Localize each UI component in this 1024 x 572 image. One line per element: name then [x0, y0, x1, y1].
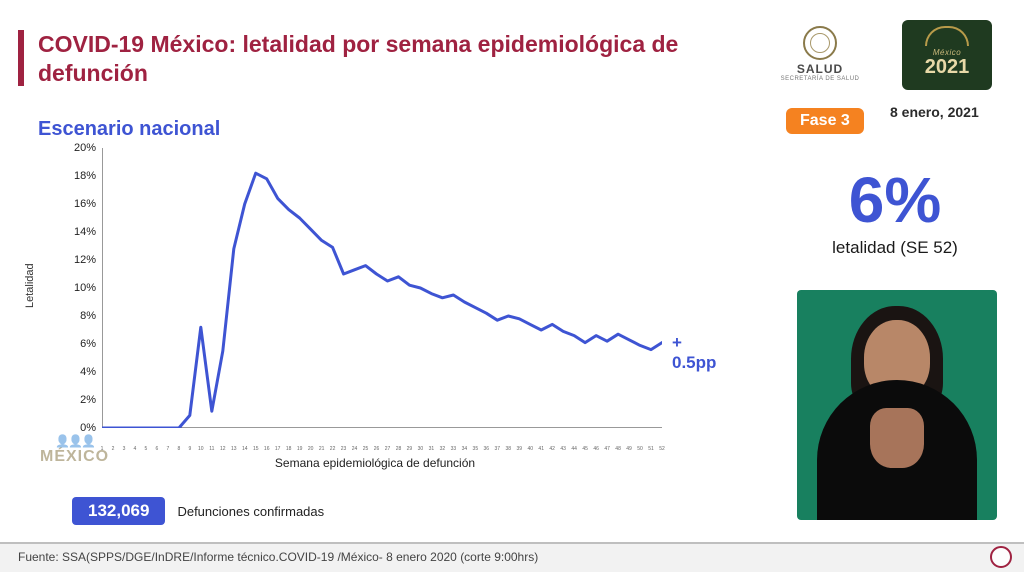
y-tick-label: 14%	[68, 226, 96, 238]
x-tick-label: 11	[209, 446, 214, 452]
y-tick-label: 6%	[68, 338, 96, 350]
page-title: COVID-19 México: letalidad por semana ep…	[38, 30, 698, 88]
x-tick-label: 28	[396, 446, 402, 452]
x-tick-label: 4	[134, 446, 137, 452]
delta-annotation: + 0.5pp	[672, 333, 720, 373]
x-tick-label: 15	[253, 446, 259, 452]
x-tick-label: 30	[418, 446, 424, 452]
mexico-2021-year: 2021	[902, 57, 992, 77]
x-tick-label: 20	[308, 446, 314, 452]
x-tick-label: 12	[220, 446, 226, 452]
y-tick-label: 4%	[68, 366, 96, 378]
lethality-chart: Letalidad Semana epidemiológica de defun…	[30, 148, 720, 488]
x-tick-label: 10	[198, 446, 204, 452]
x-tick-label: 51	[648, 446, 654, 452]
footer-source: Fuente: SSA(SPPS/DGE/InDRE/Informe técni…	[0, 542, 1024, 572]
x-tick-label: 52	[659, 446, 665, 452]
x-tick-label: 43	[560, 446, 566, 452]
x-tick-label: 8	[177, 446, 180, 452]
sign-language-panel	[797, 290, 997, 520]
y-tick-label: 2%	[68, 394, 96, 406]
watermark-text: MÉXICO	[40, 448, 109, 465]
x-tick-label: 3	[123, 446, 126, 452]
watermark-logo: 👤👤👤 MÉXICO	[40, 434, 109, 466]
x-tick-label: 13	[231, 446, 237, 452]
y-tick-label: 18%	[68, 170, 96, 182]
x-tick-label: 2	[112, 446, 115, 452]
headline-value: 6%	[800, 168, 990, 232]
salud-label: SALUD	[770, 62, 870, 76]
deaths-row: 132,069 Defunciones confirmadas	[72, 496, 324, 526]
x-tick-label: 16	[264, 446, 270, 452]
x-tick-label: 45	[582, 446, 588, 452]
headline-label: letalidad (SE 52)	[800, 238, 990, 258]
x-tick-label: 48	[615, 446, 621, 452]
x-tick-label: 18	[286, 446, 292, 452]
x-tick-label: 35	[473, 446, 479, 452]
x-tick-label: 25	[363, 446, 369, 452]
x-tick-label: 23	[341, 446, 347, 452]
x-tick-label: 37	[495, 446, 501, 452]
salud-logo: SALUD SECRETARÍA DE SALUD	[770, 26, 870, 82]
deaths-count: 132,069	[72, 497, 165, 525]
x-axis-title: Semana epidemiológica de defunción	[275, 456, 475, 470]
y-tick-label: 8%	[68, 310, 96, 322]
y-tick-label: 20%	[68, 142, 96, 154]
x-tick-label: 47	[604, 446, 610, 452]
gobierno-mexico-icon	[990, 546, 1012, 568]
x-tick-label: 41	[538, 446, 544, 452]
mexico-2021-logo: México 2021	[902, 20, 992, 90]
accent-bar	[18, 30, 24, 86]
x-tick-label: 21	[319, 446, 325, 452]
phase-badge: Fase 3	[786, 108, 864, 134]
salud-seal-icon	[803, 26, 837, 60]
x-tick-label: 14	[242, 446, 248, 452]
x-tick-label: 6	[156, 446, 159, 452]
x-tick-label: 39	[516, 446, 522, 452]
y-tick-label: 0%	[68, 422, 96, 434]
y-tick-label: 10%	[68, 282, 96, 294]
x-tick-label: 22	[330, 446, 336, 452]
deaths-label: Defunciones confirmadas	[177, 504, 324, 519]
date-label: 8 enero, 2021	[890, 104, 990, 121]
x-tick-label: 46	[593, 446, 599, 452]
x-tick-label: 44	[571, 446, 577, 452]
x-tick-label: 40	[527, 446, 533, 452]
x-tick-label: 38	[505, 446, 511, 452]
x-tick-label: 9	[188, 446, 191, 452]
y-tick-label: 16%	[68, 198, 96, 210]
x-tick-label: 26	[374, 446, 380, 452]
x-tick-label: 29	[407, 446, 413, 452]
headline-stat: 6% letalidad (SE 52)	[800, 168, 990, 258]
x-tick-label: 27	[385, 446, 391, 452]
x-tick-label: 1	[101, 446, 104, 452]
x-tick-label: 31	[429, 446, 435, 452]
x-tick-label: 7	[166, 446, 169, 452]
salud-sublabel: SECRETARÍA DE SALUD	[770, 76, 870, 82]
serpent-icon	[925, 26, 969, 46]
x-tick-label: 42	[549, 446, 555, 452]
x-tick-label: 5	[145, 446, 148, 452]
x-tick-label: 24	[352, 446, 358, 452]
x-tick-label: 50	[637, 446, 643, 452]
x-tick-label: 33	[451, 446, 457, 452]
page-subtitle: Escenario nacional	[38, 118, 220, 141]
x-tick-label: 17	[275, 446, 281, 452]
y-axis-title: Letalidad	[24, 263, 36, 308]
x-tick-label: 34	[462, 446, 468, 452]
x-tick-label: 32	[440, 446, 446, 452]
y-tick-label: 12%	[68, 254, 96, 266]
x-tick-label: 36	[484, 446, 490, 452]
x-tick-label: 49	[626, 446, 632, 452]
x-tick-label: 19	[297, 446, 303, 452]
chart-svg	[102, 148, 662, 428]
